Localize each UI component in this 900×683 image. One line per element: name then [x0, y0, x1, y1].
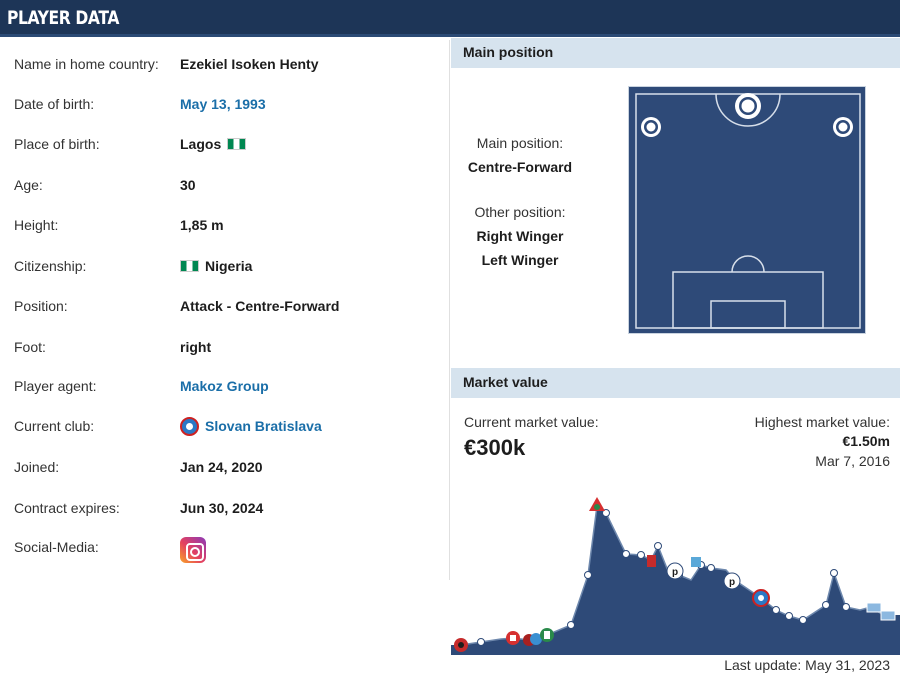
main-position-label: Main position:	[476, 135, 564, 151]
current-market-value: €300k	[464, 435, 526, 460]
label: Age:	[14, 177, 43, 193]
label: Date of birth:	[14, 96, 95, 112]
main-position-header: Main position	[451, 38, 900, 68]
club-crest-icon	[540, 628, 554, 642]
other-position-value: Left Winger	[481, 252, 559, 268]
club-crest-icon	[866, 602, 896, 621]
label: Height:	[14, 217, 59, 233]
club-crest-icon: p	[723, 572, 741, 590]
club-crest-icon	[506, 631, 520, 645]
market-value-chart[interactable]: p p	[451, 485, 900, 655]
value-wrap: Nigeria	[180, 256, 252, 276]
label: Contract expires:	[14, 500, 120, 516]
instagram-icon[interactable]	[180, 537, 206, 563]
svg-text:p: p	[729, 577, 735, 588]
value: 30	[180, 177, 196, 193]
value: Ezekiel Isoken Henty	[180, 56, 319, 72]
current-club-wrap: Slovan Bratislava	[180, 416, 322, 436]
last-update-text: Last update: May 31, 2023	[724, 657, 890, 673]
club-crest-icon	[691, 557, 701, 567]
current-market-value-label: Current market value:	[464, 414, 599, 430]
club-crest-icon	[589, 497, 605, 511]
date-of-birth-link[interactable]: May 13, 1993	[180, 96, 266, 112]
position-pitch	[628, 86, 866, 334]
market-value-header: Market value	[451, 368, 900, 398]
label: Player agent:	[14, 378, 97, 394]
nigeria-flag-icon	[227, 138, 247, 150]
club-crest-icon[interactable]	[180, 416, 199, 436]
value: Jun 30, 2024	[180, 500, 264, 516]
value: Jan 24, 2020	[180, 459, 263, 475]
main-position-value: Centre-Forward	[467, 159, 573, 175]
other-position-block: Other position: Right Winger Left Winger	[440, 200, 600, 272]
column-divider	[449, 40, 450, 580]
value: right	[180, 339, 212, 355]
label: Place of birth:	[14, 136, 100, 152]
label: Name in home country:	[14, 56, 159, 72]
player-agent-link[interactable]: Makoz Group	[180, 378, 269, 394]
section-title: Main position	[463, 44, 554, 60]
club-crest-icon	[647, 555, 656, 567]
club-crest-icon	[454, 638, 468, 652]
left-winger-marker	[641, 117, 661, 137]
club-crest-icon: p	[666, 562, 684, 580]
label: Joined:	[14, 459, 60, 475]
highest-market-value-label: Highest market value:	[754, 414, 890, 430]
centre-forward-marker	[735, 93, 761, 119]
current-club-link[interactable]: Slovan Bratislava	[205, 418, 322, 434]
value: 1,85 m	[180, 217, 224, 233]
value: Attack - Centre-Forward	[180, 298, 340, 314]
section-title: Market value	[463, 374, 548, 390]
other-position-label: Other position:	[474, 204, 566, 220]
section-title: PLAYER DATA	[7, 7, 120, 29]
svg-text:p: p	[672, 567, 678, 578]
label: Foot:	[14, 339, 46, 355]
label: Social-Media:	[14, 539, 99, 555]
value-wrap: Lagos	[180, 134, 247, 154]
club-crest-icon	[523, 633, 542, 646]
nigeria-flag-icon	[180, 260, 199, 272]
value: Lagos	[180, 136, 222, 152]
pitch-diagram	[635, 93, 861, 329]
highest-market-value-date: Mar 7, 2016	[815, 453, 890, 469]
main-position-block: Main position: Centre-Forward	[440, 131, 600, 179]
label: Citizenship:	[14, 258, 87, 274]
value: Nigeria	[205, 258, 253, 274]
player-data-header: PLAYER DATA	[0, 0, 900, 37]
highest-market-value: €1.50m	[842, 433, 890, 449]
label: Position:	[14, 298, 68, 314]
market-value-graph: p p	[451, 497, 900, 655]
other-position-value: Right Winger	[476, 228, 564, 244]
label: Current club:	[14, 418, 95, 434]
club-crest-icon	[752, 589, 770, 607]
right-winger-marker	[833, 117, 853, 137]
